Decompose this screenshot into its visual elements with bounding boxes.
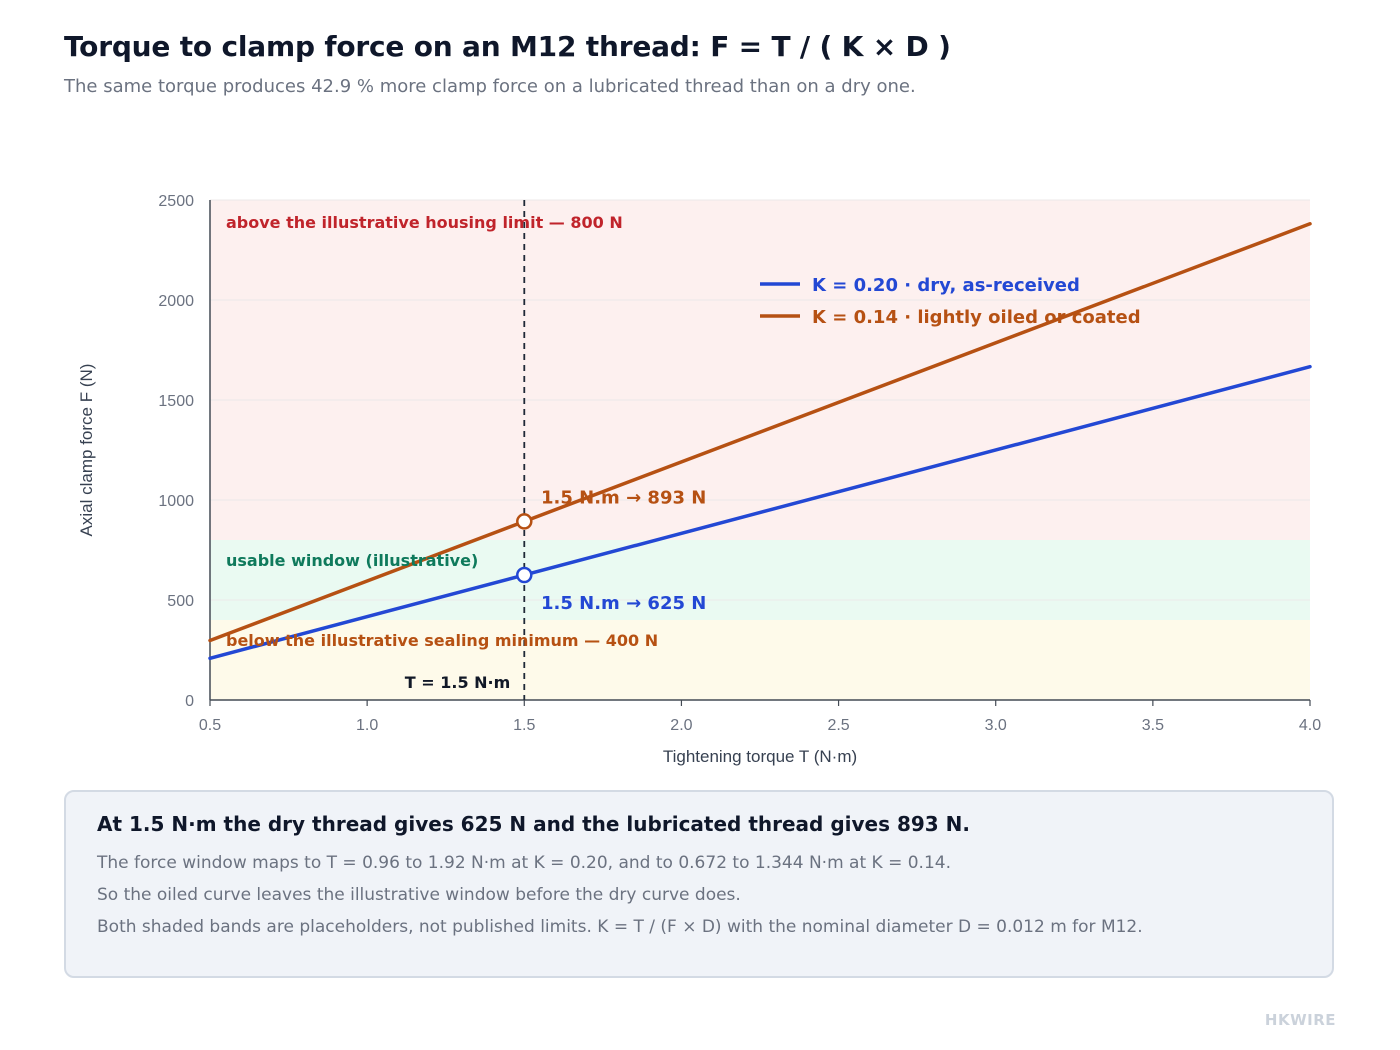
summary-note: At 1.5 N·m the dry thread gives 625 N an… [64,790,1334,978]
data-point-label: 1.5 N.m → 625 N [541,593,706,614]
y-tick-label: 1000 [158,493,194,510]
data-point-marker [516,566,533,584]
data-point-label: 1.5 N.m → 893 N [541,487,706,508]
y-tick-label: 2500 [158,193,194,210]
y-tick-label: 1500 [158,393,194,410]
chart-subtitle: The same torque produces 42.9 % more cla… [64,76,916,97]
band-label: above the illustrative housing limit — 8… [226,213,623,232]
legend-label: K = 0.14 · lightly oiled or coated [812,307,1141,328]
x-tick-label: 2.0 [670,717,692,734]
x-tick-label: 1.5 [513,717,535,734]
series-line [208,364,1312,661]
x-tick-label: 1.0 [356,717,378,734]
x-tick-label: 0.5 [199,717,221,734]
data-point-marker [516,513,533,530]
note-heading: At 1.5 N·m the dry thread gives 625 N an… [97,812,971,836]
y-tick-label: 2000 [158,293,194,310]
x-tick-label: 4.0 [1299,717,1321,734]
threshold-band [210,540,1310,620]
y-tick-label: 0 [185,693,194,710]
note-line: Both shaded bands are placeholders, not … [97,917,1143,937]
note-line: The force window maps to T = 0.96 to 1.9… [97,853,951,873]
torque-force-chart: 0 500 1000 1500 2000 2500 0.5 1.0 1.5 2.0 2.5 3.0 3.… [77,193,1321,766]
threshold-band [210,620,1310,700]
x-tick-label: 2.5 [827,717,849,734]
chart-title: Torque to clamp force on an M12 thread: … [64,30,951,63]
band-label: below the illustrative sealing minimum —… [226,631,658,650]
threshold-band [210,200,1310,540]
x-tick-label: 3.0 [985,717,1007,734]
x-tick-label: 3.5 [1142,717,1164,734]
legend-label: K = 0.20 · dry, as-received [812,275,1080,296]
x-axis-title: Tightening torque T (N·m) [663,747,857,766]
y-axis-title: Axial clamp force F (N) [77,364,96,537]
reference-label: T = 1.5 N·m [405,673,511,692]
y-tick-label: 500 [167,593,194,610]
band-label: usable window (illustrative) [226,551,478,570]
note-line: So the oiled curve leaves the illustrati… [97,885,741,905]
brand-watermark: HKWIRE [1264,1011,1336,1029]
series-line [208,222,1312,643]
